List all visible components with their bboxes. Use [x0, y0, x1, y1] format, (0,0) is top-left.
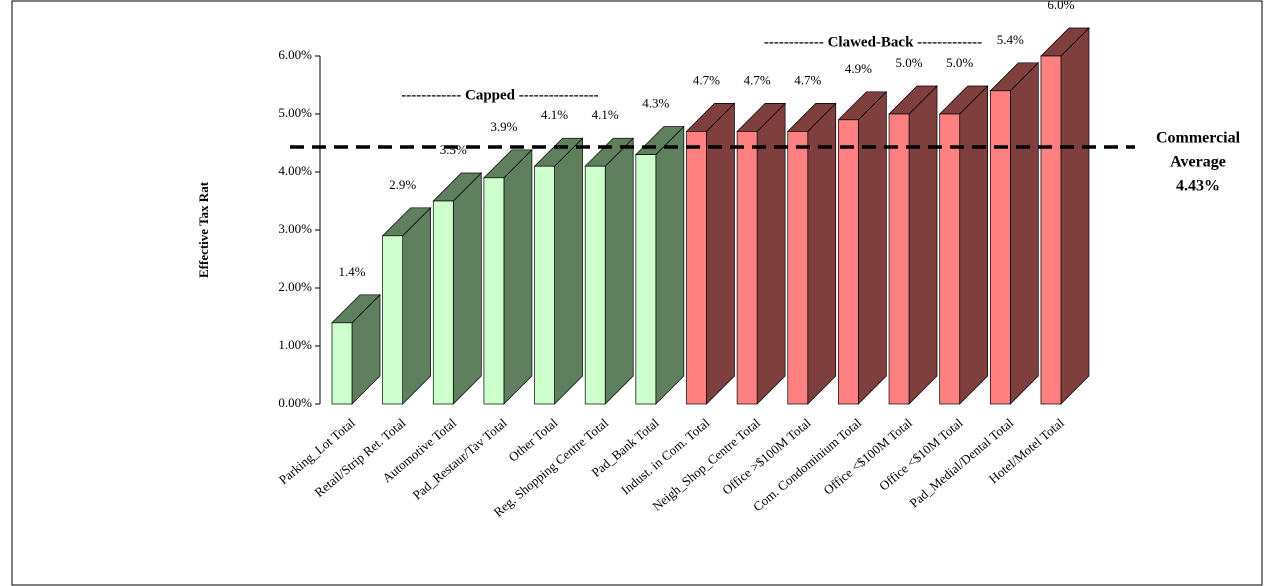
bar [331, 322, 353, 405]
data-label: 3.9% [490, 119, 517, 134]
x-tick-label: Retail/Strip Ret. Total [311, 415, 408, 500]
x-tick-label: Office >$100M Total [719, 415, 814, 498]
x-tick-label: Indust. in Com. Total [618, 415, 713, 498]
annotation: ------------ Clawed-Back ------------- [764, 34, 982, 50]
bar-side [503, 148, 533, 405]
bar-side [402, 206, 431, 405]
bar-side [655, 125, 685, 405]
data-label: 4.1% [592, 107, 619, 122]
bar [534, 165, 555, 405]
y-tick-label: 5.00% [278, 105, 312, 120]
bar [382, 235, 403, 405]
bar [838, 119, 859, 405]
x-tick-label: Office <$100M Total [820, 415, 915, 498]
data-label: 6.0% [1047, 0, 1074, 12]
y-tick-label: 2.00% [278, 279, 312, 294]
y-tick-label: 0.00% [278, 395, 312, 410]
data-label: 4.1% [541, 107, 568, 122]
y-tick-label: 4.00% [278, 163, 312, 178]
bar [989, 90, 1011, 405]
data-label: 4.7% [693, 72, 720, 87]
bar [686, 131, 707, 405]
data-label: 4.7% [744, 72, 771, 87]
bar-side [1009, 61, 1039, 405]
bar [787, 131, 809, 405]
bar [736, 131, 758, 405]
annotation: ------------ Capped ---------------- [401, 87, 598, 103]
bar-side [908, 85, 938, 405]
data-label: 3.5% [440, 142, 467, 157]
y-tick-label: 3.00% [278, 221, 312, 236]
bar-side [858, 90, 887, 405]
data-label: 5.4% [997, 32, 1024, 47]
bar-side [452, 172, 482, 405]
y-tick-label: 6.00% [278, 47, 312, 62]
data-label: 4.3% [642, 96, 669, 111]
x-tick-label: Pad_Restaur/Tav Total [410, 415, 510, 503]
reference-label: Average [1170, 154, 1226, 171]
data-label: 4.9% [845, 61, 872, 76]
reference-label: 4.43% [1176, 178, 1220, 195]
data-label: 5.0% [895, 55, 922, 70]
y-axis-label: Effective Tax Rat [196, 181, 211, 278]
reference-label: Commercial [1156, 130, 1241, 147]
bar-side [604, 137, 634, 405]
data-label: 1.4% [338, 264, 365, 279]
bar [635, 154, 657, 405]
bar [1040, 55, 1062, 405]
chart-frame [11, 0, 1263, 586]
bar [888, 113, 910, 405]
data-label: 4.7% [794, 72, 821, 87]
bar [432, 200, 454, 405]
y-tick-label: 1.00% [278, 337, 312, 352]
bar-side [1060, 27, 1090, 405]
data-label: 2.9% [389, 177, 416, 192]
bar [584, 165, 606, 405]
bar [483, 177, 505, 405]
x-tick-label: Office <$10M Total [876, 415, 966, 494]
bar-side [554, 137, 583, 405]
data-label: 5.0% [946, 55, 973, 70]
bar [939, 113, 961, 405]
bar-side [959, 85, 989, 405]
